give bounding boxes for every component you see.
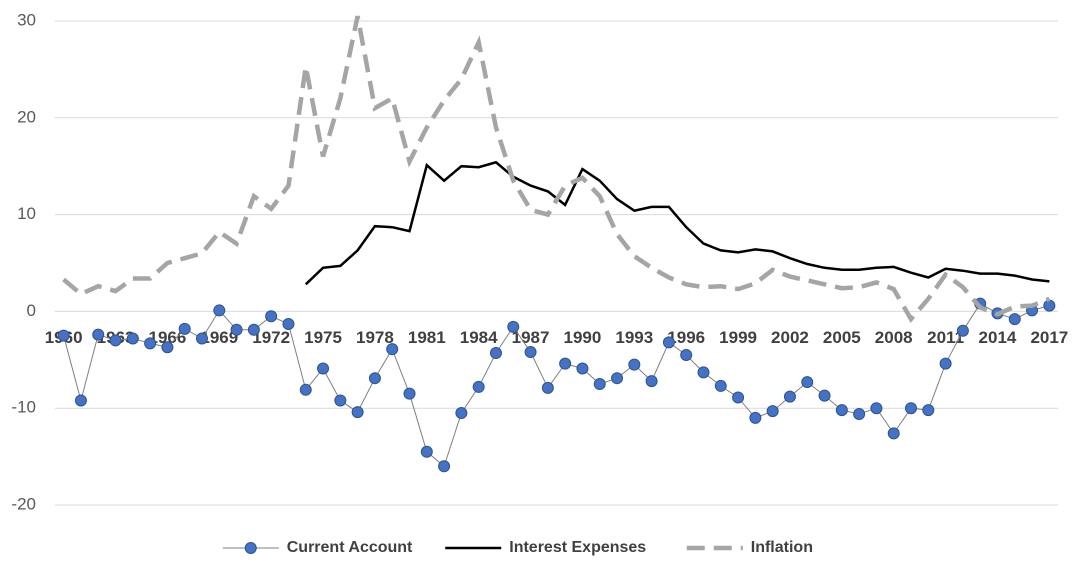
data-point [697,366,710,379]
x-tick-label: 2005 [823,328,861,347]
legend-label: Inflation [751,539,813,556]
data-point [662,336,675,349]
data-point [420,445,433,458]
x-tick-label: 1969 [200,328,238,347]
data-point [818,389,831,402]
x-tick-label: 1987 [512,328,550,347]
data-point [645,375,658,388]
data-point [126,332,139,345]
x-tick-label: 1981 [408,328,446,347]
data-point [299,383,312,396]
data-point [351,406,364,419]
x-tick-label: 1966 [148,328,186,347]
data-point [887,427,900,440]
series-line [62,15,1051,323]
data-point [680,348,693,361]
x-tick-label: 1978 [356,328,394,347]
legend-label: Interest Expenses [509,539,646,556]
data-point [1043,299,1056,312]
data-point [178,322,191,335]
y-tick-label: 10 [17,204,36,223]
x-tick-label: 2002 [771,328,809,347]
data-point [109,334,122,347]
data-point [507,320,520,333]
x-tick-label: 1999 [719,328,757,347]
y-tick-label: 30 [17,10,36,29]
data-point [161,341,174,354]
series-line [304,160,1050,286]
data-point [922,404,935,417]
data-point [92,328,105,341]
data-point [1008,313,1021,326]
data-point [749,411,762,424]
data-point [905,402,918,415]
data-point [853,408,866,421]
data-point [230,323,243,336]
data-point [368,372,381,385]
data-point [386,343,399,356]
data-point [593,378,606,390]
data-point [870,402,883,415]
data-point [939,357,952,370]
x-tick-label: 1972 [252,328,290,347]
data-point [57,329,70,342]
x-tick-label: 1984 [460,328,498,347]
y-tick-label: -20 [11,494,36,513]
data-point [144,337,157,350]
data-point [835,404,848,417]
data-point [956,324,969,337]
y-tick-label: -10 [11,398,36,417]
data-point [541,381,554,394]
data-point [265,310,278,323]
data-point [801,376,814,389]
x-tick-label: 1993 [615,328,653,347]
data-point [559,357,572,370]
data-point [714,379,727,392]
x-tick-label: 2011 [927,328,964,347]
data-point [195,332,208,345]
legend-marker [244,542,257,554]
legend-label: Current Account [287,539,413,556]
x-tick-label: 2017 [1030,328,1068,347]
data-point [334,394,347,407]
data-point [247,323,260,336]
x-tick-label: 2014 [979,328,1017,347]
data-point [403,387,416,400]
x-tick-label: 1990 [564,328,602,347]
data-point [317,362,330,375]
x-tick-label: 1996 [667,328,705,347]
data-point [74,394,87,407]
data-point [628,358,641,371]
x-tick-label: 1975 [304,328,342,347]
data-point [282,317,295,330]
data-point [576,362,589,375]
data-point [472,380,485,393]
data-point [732,391,745,404]
data-point [766,405,779,418]
x-tick-label: 2008 [875,328,913,347]
series-line [63,303,1050,468]
data-point [524,346,537,359]
data-point [455,407,468,420]
y-tick-label: 0 [27,301,36,320]
y-tick-label: 20 [17,107,36,126]
data-point [489,347,502,360]
data-point [213,304,226,317]
data-point [611,372,624,385]
data-point [438,460,451,473]
data-point [783,390,796,403]
